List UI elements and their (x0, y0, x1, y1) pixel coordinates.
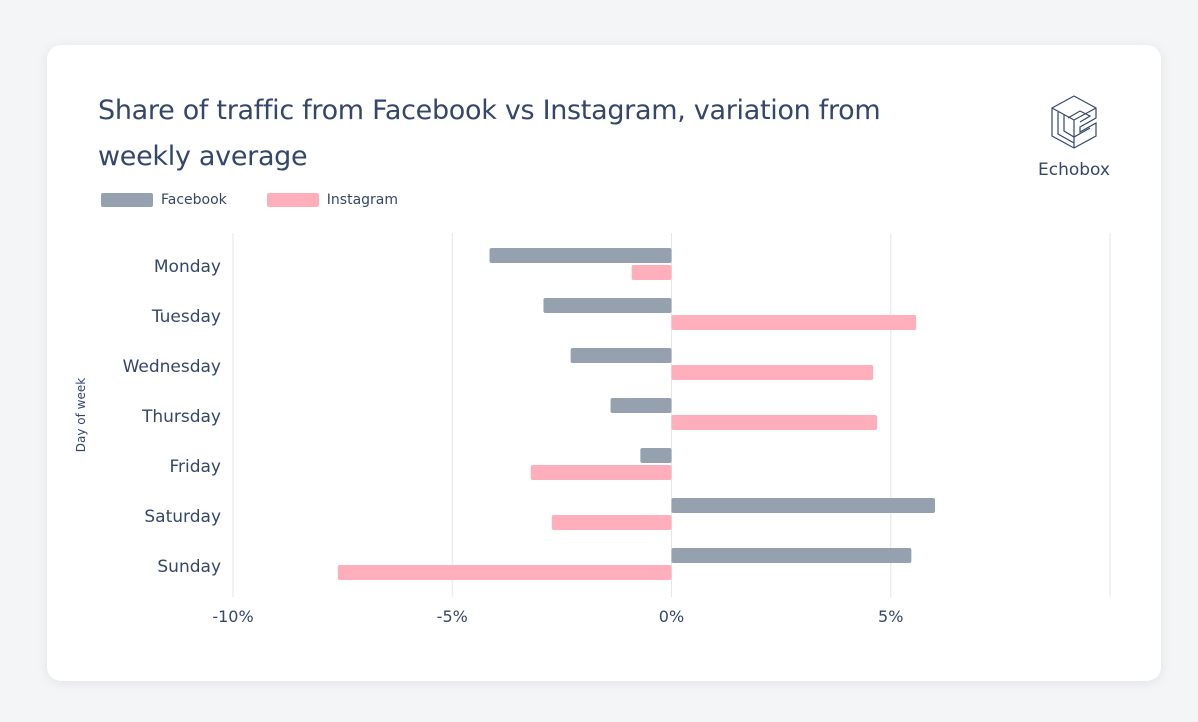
category-label: Saturday (144, 507, 221, 527)
echobox-logo: Echobox (1030, 92, 1118, 180)
bar-instagram (671, 415, 878, 430)
category-label: Wednesday (123, 357, 221, 377)
bar-facebook (489, 248, 672, 263)
legend-label-facebook: Facebook (161, 192, 227, 208)
x-tick-label: -10% (212, 607, 253, 626)
bar-instagram (551, 515, 672, 530)
category-label: Sunday (157, 557, 221, 577)
legend-item-facebook: Facebook (101, 192, 227, 208)
x-tick-label: 0% (659, 607, 684, 626)
bar-facebook (570, 348, 672, 363)
logo-text: Echobox (1038, 160, 1110, 180)
bar-instagram (631, 265, 672, 280)
bar-facebook (671, 498, 936, 513)
category-label: Tuesday (151, 307, 221, 327)
category-label: Monday (154, 257, 221, 277)
bar-facebook (671, 548, 912, 563)
chart-title: Share of traffic from Facebook vs Instag… (98, 95, 881, 172)
echobox-cube-icon (1051, 95, 1097, 149)
category-label: Thursday (141, 407, 221, 427)
legend-swatch-instagram (266, 193, 319, 207)
legend-swatch-facebook (101, 193, 153, 207)
bar-instagram (671, 315, 917, 330)
x-tick-label: 5% (878, 607, 903, 626)
y-axis-label: Day of week (74, 378, 88, 452)
bar-facebook (543, 298, 672, 313)
bar-instagram (337, 565, 672, 580)
legend-label-instagram: Instagram (326, 192, 399, 208)
bar-facebook (640, 448, 672, 463)
bar-instagram (671, 365, 874, 380)
legend: Facebook Instagram (101, 192, 438, 208)
bar-instagram (530, 465, 672, 480)
x-tick-label: -5% (437, 607, 468, 626)
category-label: Friday (169, 457, 221, 477)
legend-item-instagram: Instagram (266, 192, 399, 208)
bar-facebook (610, 398, 672, 413)
